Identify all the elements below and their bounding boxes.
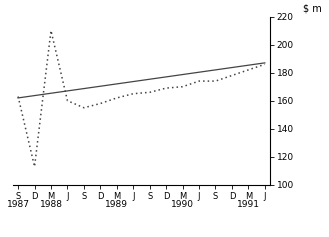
Text: $ m: $ m [303, 3, 322, 13]
Text: 1990: 1990 [171, 200, 194, 209]
Text: 1989: 1989 [105, 200, 128, 209]
Text: 1988: 1988 [39, 200, 63, 209]
Text: 1987: 1987 [7, 200, 30, 209]
Text: 1991: 1991 [237, 200, 260, 209]
